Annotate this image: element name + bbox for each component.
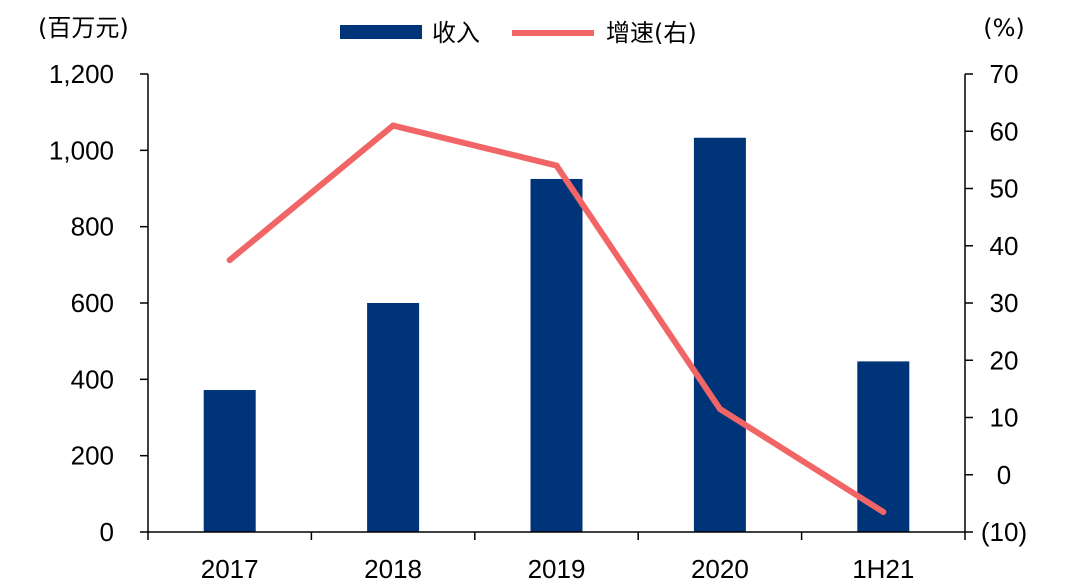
left-tick-label: 1,000 (49, 135, 114, 165)
bar-1H21 (857, 361, 910, 532)
right-tick-label: 50 (990, 174, 1019, 204)
legend-swatch-bar (340, 25, 422, 39)
axes: 0 200 400 600 800 1,000 1,200 (10) 0 10 20 30 40 50 60… (49, 59, 1027, 584)
bar-2017 (203, 390, 256, 532)
right-tick-label: 60 (990, 116, 1019, 146)
growth-point-2017 (226, 257, 233, 264)
growth-point-2020 (716, 405, 723, 412)
x-tick-label: 2018 (364, 554, 422, 584)
legend-label-bar: 收入 (432, 19, 480, 47)
left-tick-label: 1,200 (49, 59, 114, 89)
x-tick-label: 2019 (528, 554, 586, 584)
line-series (226, 122, 887, 515)
bar-2020 (693, 137, 746, 532)
left-tick-label: 400 (71, 364, 114, 394)
growth-point-2019 (553, 162, 560, 169)
growth-point-1H21 (880, 508, 887, 515)
right-tick-label: 40 (990, 231, 1019, 261)
right-tick-label: 70 (990, 59, 1019, 89)
legend: 收入 增速(右) (340, 19, 697, 47)
left-axis-unit-label: (百万元) (38, 14, 129, 42)
left-tick-label: 200 (71, 441, 114, 471)
right-tick-label: 10 (990, 403, 1019, 433)
left-tick-label: 600 (71, 288, 114, 318)
left-tick-label: 0 (100, 517, 114, 547)
right-tick-label: 30 (990, 288, 1019, 318)
x-tick-label: 1H21 (852, 554, 914, 584)
right-tick-label: 0 (997, 460, 1011, 490)
right-tick-label: 20 (990, 345, 1019, 375)
growth-point-2018 (390, 122, 397, 129)
x-tick-label: 2017 (201, 554, 259, 584)
bar-2018 (367, 303, 420, 532)
right-axis-unit-label: (%) (983, 14, 1025, 42)
right-tick-label: (10) (981, 517, 1027, 547)
x-tick-label: 2020 (691, 554, 749, 584)
legend-label-line: 增速(右) (606, 19, 697, 47)
bar-2019 (530, 178, 583, 533)
left-tick-label: 800 (71, 212, 114, 242)
